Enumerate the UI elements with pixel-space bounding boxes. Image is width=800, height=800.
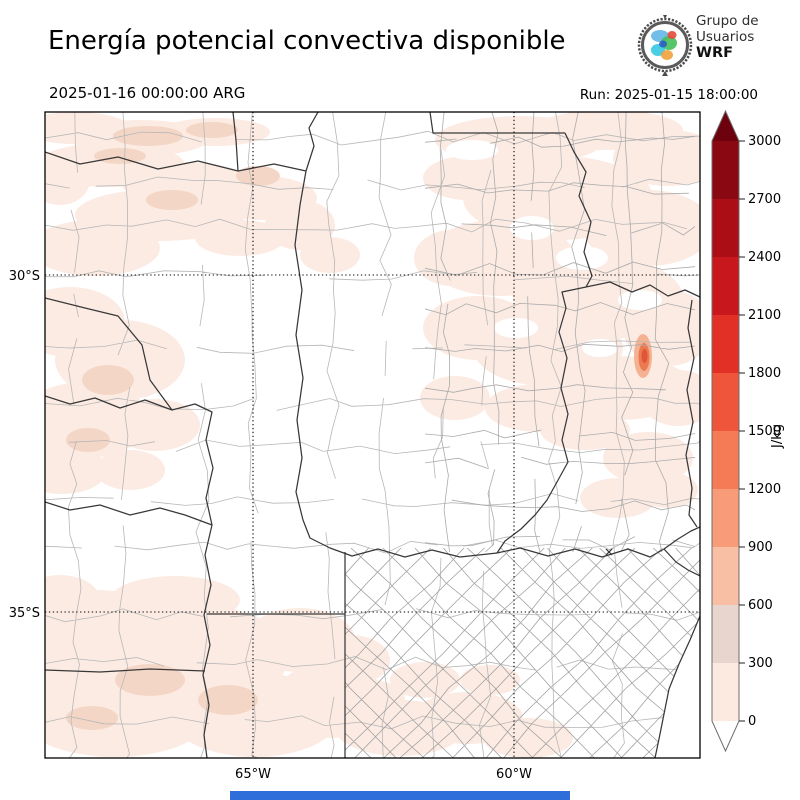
colorbar-seg-9 [712, 141, 739, 199]
colorbar-seg-3 [712, 489, 739, 547]
colorbar-seg-8 [712, 199, 739, 257]
logo-line-3: WRF [696, 45, 734, 62]
atlantic-ocean-corner [655, 616, 700, 758]
colorbar-seg-7 [712, 257, 739, 315]
footer-progress-bar [230, 791, 570, 800]
cb-tick-0: 0 [748, 714, 756, 729]
lon-label-65w: 65°W [235, 767, 271, 782]
cb-tick-1800: 1800 [748, 366, 781, 381]
colorbar-tick-labels: 0 300 600 900 1200 1500 1800 2100 2400 2… [748, 134, 781, 729]
graticule-gridlines [45, 112, 700, 758]
wrf-users-group-logo: Grupo de Usuarios WRF [636, 8, 800, 84]
department-boundaries-east [425, 112, 695, 552]
colorbar-seg-5 [712, 373, 739, 431]
colorbar-seg-0 [712, 663, 739, 721]
valid-datetime-label: 2025-01-16 00:00:00 ARG [49, 84, 246, 102]
lat-label-30s: 30°S [9, 269, 40, 284]
colorbar-seg-6 [712, 315, 739, 373]
dept-mesh-lines [45, 112, 700, 758]
cape-shading-field [45, 112, 700, 758]
colorbar-under-arrow [712, 721, 739, 751]
cb-tick-2400: 2400 [748, 250, 781, 265]
logo-line-2: Usuarios [696, 28, 755, 45]
cb-tick-1500: 1500 [748, 424, 781, 439]
cape-hotspot [634, 334, 652, 378]
cb-tick-900: 900 [748, 540, 773, 555]
lat-label-35s: 35°S [9, 606, 40, 621]
page-title: Energía potencial convectiva disponible [48, 26, 566, 56]
dept-mesh-lines [425, 112, 695, 552]
logo-line-1: Grupo de [696, 13, 759, 29]
province-boundaries [45, 112, 700, 758]
cb-tick-3000: 3000 [748, 134, 781, 149]
lon-label-60w: 60°W [496, 767, 532, 782]
cb-tick-2100: 2100 [748, 308, 781, 323]
colorbar-seg-2 [712, 547, 739, 605]
map-frame [44, 111, 701, 759]
cb-tick-1200: 1200 [748, 482, 781, 497]
colorbar-unit-label: J/kg [770, 424, 785, 449]
cb-tick-600: 600 [748, 598, 773, 613]
colorbar-over-arrow [712, 111, 739, 141]
cb-tick-2700: 2700 [748, 192, 781, 207]
colorbar: 0 300 600 900 1200 1500 1800 2100 2400 2… [711, 109, 785, 753]
colorbar-ticks [739, 140, 745, 722]
cb-tick-300: 300 [748, 656, 773, 671]
colorbar-seg-1 [712, 605, 739, 663]
department-boundaries-west [45, 112, 700, 758]
model-run-label: Run: 2025-01-15 18:00:00 [579, 87, 758, 103]
city-marker [605, 548, 613, 556]
logo-emblem-icon [637, 15, 693, 76]
logo-text: Grupo de Usuarios WRF [696, 13, 759, 62]
colorbar-seg-4 [712, 431, 739, 489]
